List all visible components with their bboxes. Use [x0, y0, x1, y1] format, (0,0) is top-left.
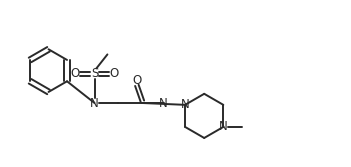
Text: N: N — [219, 120, 228, 133]
Text: N: N — [159, 97, 168, 110]
Text: N: N — [90, 97, 99, 110]
Text: S: S — [91, 67, 98, 80]
Text: O: O — [132, 74, 141, 87]
Text: N: N — [181, 98, 190, 111]
Text: O: O — [71, 67, 80, 80]
Text: O: O — [109, 67, 118, 80]
